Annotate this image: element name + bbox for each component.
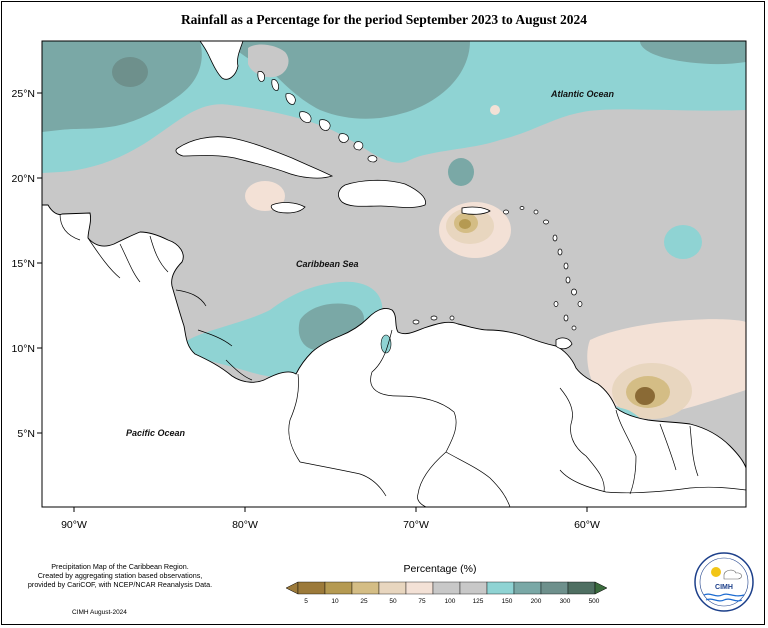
lat-label-5n: 5°N (17, 428, 35, 440)
legend-tick: 25 (360, 598, 368, 605)
lat-label-10n: 10°N (12, 343, 35, 355)
latitude-axis (37, 92, 42, 434)
legend-tick: 300 (560, 598, 571, 605)
land-hispaniola (338, 179, 426, 208)
legend-swatch (513, 581, 542, 595)
land-jamaica (270, 202, 306, 214)
lon-label-70w: 70°W (403, 519, 429, 531)
country-borders (59, 213, 746, 507)
legend-swatch (297, 581, 326, 595)
lon-label-90w: 90°W (61, 519, 87, 531)
lake-maracaibo (380, 334, 392, 354)
legend-tick: 10 (331, 598, 339, 605)
legend-tick: 500 (589, 598, 600, 605)
legend-title: Percentage (%) (403, 563, 477, 575)
map-title: Rainfall as a Percentage for the period … (180, 12, 588, 27)
legend-swatch (540, 581, 569, 595)
lesser-antilles (412, 206, 583, 331)
credit-line: Created by aggregating station based obs… (37, 571, 203, 580)
field-5-se (635, 387, 655, 405)
field-5-10-pr (459, 219, 471, 229)
lon-label-80w: 80°W (232, 519, 258, 531)
logo-text: CIMH (715, 584, 733, 591)
legend-tick: 50 (389, 598, 397, 605)
field-200-300-nw (112, 57, 148, 87)
lat-label-15n: 15°N (12, 258, 35, 270)
legend-swatch (486, 581, 515, 595)
lat-label-25n: 25°N (12, 88, 35, 100)
legend-swatch (432, 581, 461, 595)
legend-swatch (459, 581, 488, 595)
land-cuba (175, 136, 334, 179)
land-trinidad (555, 337, 573, 350)
field-125-150-east (664, 225, 702, 259)
sun-icon (711, 567, 721, 577)
legend-swatch (378, 581, 407, 595)
legend-swatch (324, 581, 353, 595)
field-150-200-blob (448, 158, 474, 186)
longitude-axis (73, 507, 588, 512)
cloud-icon (723, 569, 742, 580)
wave-icon (705, 598, 743, 602)
legend-swatch (567, 581, 596, 595)
legend-tick: 75 (418, 598, 426, 605)
wave-icon (703, 593, 745, 597)
legend-low-arrow (285, 581, 299, 595)
cimh-logo: CIMH (694, 552, 754, 612)
credits-block: Precipitation Map of the Caribbean Regio… (20, 562, 220, 589)
legend-tick: 5 (304, 598, 308, 605)
credit-date: CIMH August-2024 (72, 609, 127, 616)
label-atlantic-ocean: Atlantic Ocean (550, 89, 615, 99)
lat-label-20n: 20°N (12, 173, 35, 185)
land-americas (42, 204, 746, 507)
legend-tick: 150 (502, 598, 513, 605)
legend-tick: 125 (473, 598, 484, 605)
legend-tick: 100 (445, 598, 456, 605)
legend-tick: 200 (531, 598, 542, 605)
legend-high-arrow (594, 581, 608, 595)
land-florida (199, 41, 244, 80)
field-100-florida (248, 44, 289, 78)
lon-label-60w: 60°W (574, 519, 600, 531)
field-150-200-nw (42, 41, 202, 132)
field-50-75-jamaica (245, 181, 285, 211)
credit-line: Precipitation Map of the Caribbean Regio… (51, 562, 189, 571)
plot-frame (41, 40, 747, 508)
field-50-75-dot (490, 105, 500, 115)
legend-swatch (405, 581, 434, 595)
land-puerto-rico (461, 206, 491, 215)
field-150-200-ne (640, 41, 746, 65)
credit-line: provided by CariCOF, with NCEP/NCAR Rean… (27, 580, 213, 589)
field-150-200-north (230, 41, 470, 119)
label-pacific-ocean: Pacific Ocean (126, 428, 186, 438)
label-caribbean-sea: Caribbean Sea (296, 259, 359, 269)
legend-swatch (351, 581, 380, 595)
bahamas-islands (257, 71, 378, 163)
legend-colorbar (285, 581, 608, 595)
